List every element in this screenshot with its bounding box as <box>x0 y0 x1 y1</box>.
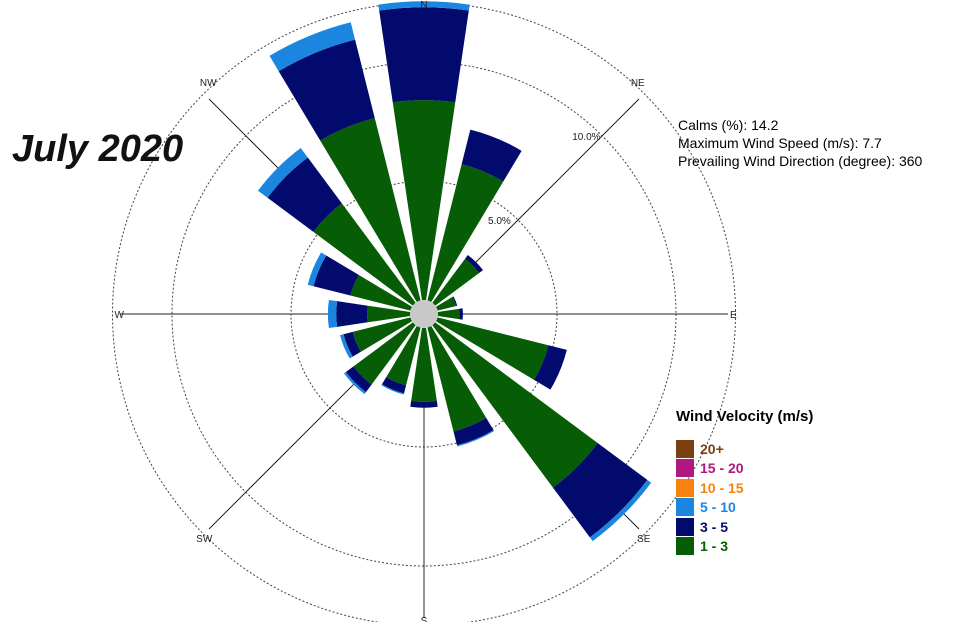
sector-15-band-2 <box>269 22 356 72</box>
sector-3-band-0 <box>436 297 457 311</box>
legend-item-15-20: 15 - 20 <box>676 459 813 479</box>
calms-row: Calms (%): 14.2 <box>678 116 922 134</box>
legend-label: 20+ <box>700 440 724 457</box>
sector-0-band-1 <box>379 7 469 103</box>
direction-label-nw: NW <box>200 78 217 89</box>
sector-7-band-0 <box>427 326 487 432</box>
sector-13-band-1 <box>313 255 359 296</box>
sector-11-band-1 <box>343 331 361 357</box>
sector-7-band-1 <box>453 417 494 446</box>
legend-item-5-10: 5 - 10 <box>676 498 813 518</box>
sector-13-band-2 <box>307 252 327 287</box>
sector-6-band-1 <box>552 442 648 538</box>
max-speed-label: Maximum Wind Speed (m/s): <box>678 135 859 151</box>
chart-title: July 2020 <box>12 128 184 170</box>
legend-label: 15 - 20 <box>700 460 744 477</box>
legend-item-1-3: 1 - 3 <box>676 537 813 557</box>
prevailing-direction-value: 360 <box>898 153 923 169</box>
sector-12-band-1 <box>336 301 368 327</box>
sector-6-band-0 <box>432 322 598 488</box>
legend-item-3-5: 3 - 5 <box>676 517 813 537</box>
ring-label-2: 10.0% <box>572 132 600 143</box>
prevailing-direction-label: Prevailing Wind Direction (degree): <box>678 153 896 169</box>
sector-14-band-1 <box>267 157 342 232</box>
sector-12-band-0 <box>367 305 411 323</box>
ring-outer <box>112 2 736 622</box>
max-speed-row: Maximum Wind Speed (m/s): 7.7 <box>678 134 922 152</box>
direction-label-s: S <box>421 616 428 622</box>
prevailing-direction-row: Prevailing Wind Direction (degree): 360 <box>678 152 922 170</box>
legend-label: 10 - 15 <box>700 479 744 496</box>
sector-2-band-1 <box>464 254 484 274</box>
legend-swatch <box>676 478 694 497</box>
stats-panel: Calms (%): 14.2 Maximum Wind Speed (m/s)… <box>678 116 922 170</box>
sector-8-band-0 <box>411 327 437 402</box>
sector-8-band-1 <box>410 400 438 408</box>
sector-10-band-1 <box>345 366 372 393</box>
legend-swatch <box>676 459 694 478</box>
sector-14-band-0 <box>313 203 416 306</box>
calm-circle <box>410 300 438 328</box>
sector-1-band-0 <box>427 164 504 302</box>
legend-item-10-15: 10 - 15 <box>676 478 813 498</box>
legend-swatch <box>676 517 694 536</box>
legend-label: 1 - 3 <box>700 538 729 555</box>
direction-label-ne: NE <box>631 78 645 89</box>
direction-label-se: SE <box>637 534 651 545</box>
legend-swatch <box>676 498 694 517</box>
sector-12-band-2 <box>327 299 338 329</box>
sector-4-band-1 <box>459 308 463 320</box>
ring-label-1: 5.0% <box>488 216 511 227</box>
sector-9-band-0 <box>386 326 421 386</box>
sector-3-band-1 <box>452 296 458 306</box>
sector-11-band-0 <box>352 317 412 352</box>
sector-14-band-2 <box>257 147 308 198</box>
legend-swatch <box>676 537 694 556</box>
sector-15-band-0 <box>320 118 421 302</box>
legend-item-20plus: 20+ <box>676 439 813 459</box>
sector-15-band-1 <box>278 39 375 141</box>
direction-label-e: E <box>730 310 737 321</box>
sector-9-band-1 <box>381 377 407 394</box>
sector-11-band-2 <box>340 334 353 359</box>
legend-label: 3 - 5 <box>700 518 729 535</box>
sector-0-band-0 <box>392 100 456 301</box>
sector-10-band-2 <box>343 372 366 395</box>
sector-1-band-1 <box>461 129 522 182</box>
sector-13-band-0 <box>350 275 412 311</box>
legend: Wind Velocity (m/s) 20+ 15 - 20 10 - 15 … <box>676 408 813 556</box>
legend-swatch <box>676 439 694 458</box>
sector-9-band-2 <box>381 384 405 395</box>
legend-label: 5 - 10 <box>700 499 736 516</box>
sector-10-band-0 <box>353 322 416 385</box>
sector-7-band-2 <box>456 430 495 447</box>
sector-4-band-0 <box>437 308 460 320</box>
sector-6-band-2 <box>589 479 652 542</box>
direction-label-n: N <box>420 0 427 11</box>
calms-value: 14.2 <box>751 117 779 133</box>
max-speed-value: 7.7 <box>862 135 882 151</box>
sector-2-band-0 <box>432 258 480 306</box>
direction-label-w: W <box>115 310 125 321</box>
direction-label-sw: SW <box>196 534 213 545</box>
sector-5-band-0 <box>436 317 549 380</box>
sector-5-band-1 <box>534 345 567 390</box>
sector-0-band-2 <box>378 1 470 11</box>
calms-label: Calms (%): <box>678 117 748 133</box>
legend-title: Wind Velocity (m/s) <box>676 408 814 425</box>
